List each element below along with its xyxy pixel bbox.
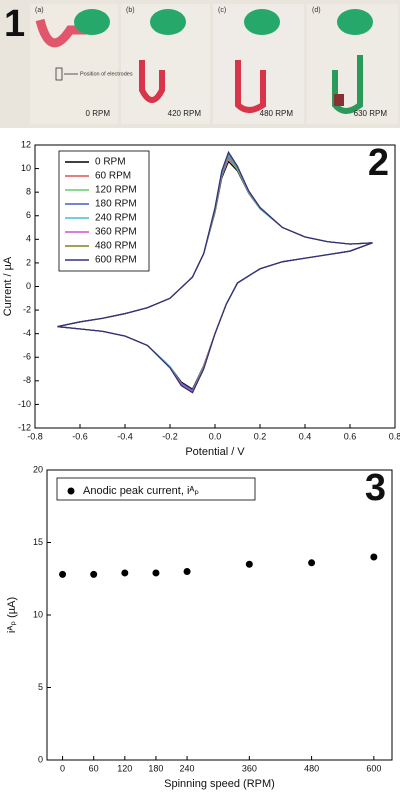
x-tick-label: 0.4: [299, 431, 312, 441]
legend-label: 600 RPM: [95, 255, 137, 266]
x-tick-label: 0.2: [254, 431, 267, 441]
x-tick-label: -0.8: [27, 431, 43, 441]
y-tick-label: 12: [21, 139, 31, 149]
y-tick-label: 0: [26, 281, 31, 291]
x-tick-label: 120: [117, 763, 132, 773]
y-tick-label: 5: [38, 682, 43, 692]
photo-caption: (c): [218, 7, 226, 14]
data-point: [59, 570, 67, 578]
photo-annotation: Position of electrodes: [80, 71, 133, 77]
photo-panel: [0, 0, 400, 128]
plot-frame: [46, 469, 393, 761]
x-tick-label: -0.2: [162, 431, 178, 441]
x-tick-label: 480: [304, 763, 319, 773]
legend-label: 240 RPM: [95, 213, 137, 224]
photo-speed: 480 RPM: [260, 109, 294, 118]
data-point: [370, 553, 378, 561]
panel-number: 2: [368, 142, 389, 184]
y-tick-label: -4: [23, 328, 31, 338]
photo-caption: (a): [35, 7, 44, 14]
y-tick-label: -2: [23, 304, 31, 314]
y-tick-label: 10: [33, 609, 43, 619]
electrode-marker: [55, 67, 63, 81]
x-tick-label: 180: [148, 763, 163, 773]
x-axis-title: Spinning speed (RPM): [164, 778, 275, 790]
photo-speed: 630 RPM: [354, 109, 388, 118]
dye-green: [337, 9, 373, 35]
dye-red: [235, 60, 266, 113]
data-point: [121, 569, 129, 577]
legend-label: 120 RPM: [95, 185, 137, 196]
legend-box: [56, 477, 256, 501]
x-tick-label: 240: [180, 763, 195, 773]
y-tick-label: 15: [33, 537, 43, 547]
data-point: [152, 569, 160, 577]
data-point: [183, 568, 191, 575]
legend-box: [58, 150, 150, 272]
legend-label: Anodic peak current, iᴬₚ: [83, 485, 199, 497]
data-point: [90, 570, 98, 578]
x-axis-title: Potential / V: [185, 446, 245, 458]
dye-red: [139, 60, 165, 103]
y-tick-label: 0: [38, 754, 43, 764]
dye-green: [244, 9, 280, 35]
x-tick-label: 0.0: [209, 431, 222, 441]
y-tick-label: -10: [18, 399, 31, 409]
x-tick-label: 0.6: [344, 431, 357, 441]
dye-red: [35, 18, 90, 48]
y-tick-label: 4: [26, 234, 31, 244]
cv-curve: [57, 150, 373, 394]
panel-number: 3: [365, 467, 386, 509]
y-tick-label: -8: [23, 375, 31, 385]
legend-label: 360 RPM: [95, 227, 137, 238]
y-tick-label: 8: [26, 187, 31, 197]
y-tick-label: -6: [23, 352, 31, 362]
legend-label: 480 RPM: [95, 241, 137, 252]
data-point: [245, 560, 253, 568]
x-tick-label: 60: [89, 763, 99, 773]
x-tick-label: -0.6: [72, 431, 88, 441]
x-tick-label: 0.8: [389, 431, 400, 441]
y-axis-title: iᴬₚ (µA): [6, 597, 18, 633]
photo-caption: (b): [126, 7, 135, 14]
x-tick-label: -0.4: [117, 431, 133, 441]
photo-caption: (d): [312, 7, 321, 14]
dye-red: [334, 94, 344, 106]
legend-swatch: [67, 487, 75, 495]
x-tick-label: 0: [60, 763, 65, 773]
y-tick-label: 10: [21, 163, 31, 173]
legend-label: 60 RPM: [95, 171, 131, 182]
x-tick-label: 600: [366, 763, 381, 773]
y-tick-label: 2: [26, 257, 31, 267]
photo-speed: 0 RPM: [86, 109, 111, 118]
data-point: [308, 559, 316, 567]
dye-green: [150, 9, 186, 35]
y-tick-label: 6: [26, 210, 31, 220]
y-tick-label: 20: [33, 464, 43, 474]
dye-green: [74, 9, 110, 35]
photo-speed: 420 RPM: [168, 109, 202, 118]
y-axis-title: Current / µA: [2, 256, 14, 316]
legend-label: 180 RPM: [95, 199, 137, 210]
x-tick-label: 360: [242, 763, 257, 773]
panel-number: 1: [4, 3, 25, 45]
y-tick-label: -12: [18, 422, 31, 432]
legend-label: 0 RPM: [95, 157, 126, 168]
